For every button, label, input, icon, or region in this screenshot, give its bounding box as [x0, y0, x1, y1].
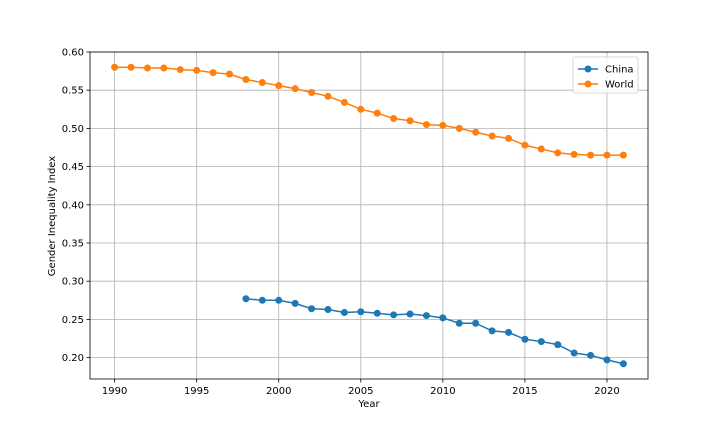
x-tick-label: 2005 [348, 386, 373, 397]
data-point-china [505, 328, 512, 336]
data-point-world [455, 124, 463, 132]
data-point-world [275, 82, 283, 90]
data-point-china [422, 312, 430, 320]
data-point-world [505, 134, 512, 142]
data-point-world [324, 92, 332, 100]
data-point-china [570, 349, 578, 357]
y-tick-label: 0.20 [62, 353, 84, 364]
data-point-world [176, 66, 184, 74]
y-axis-ticks: 0.20 0.25 0.30 0.35 0.40 0.45 0.50 0.55 0.60 [62, 48, 90, 364]
data-point-china [537, 338, 545, 346]
series-china [242, 295, 627, 368]
data-point-china [340, 309, 348, 317]
data-point-world [127, 63, 135, 71]
data-point-world [587, 151, 595, 159]
legend-item-world: World [578, 80, 634, 91]
y-tick-label: 0.60 [62, 48, 84, 59]
data-point-world [422, 121, 430, 129]
data-point-world [619, 151, 627, 159]
data-point-world [242, 76, 250, 84]
y-tick-label: 0.40 [62, 200, 84, 211]
data-point-china [308, 305, 316, 313]
data-point-world [472, 128, 480, 136]
data-point-china [587, 351, 595, 359]
y-tick-label: 0.30 [62, 277, 84, 288]
data-point-china [488, 327, 496, 335]
legend-label: China [605, 65, 634, 76]
data-point-china [357, 308, 365, 316]
series-world [111, 63, 627, 159]
data-point-world [603, 151, 611, 159]
data-point-china [521, 335, 529, 343]
legend: China World [572, 56, 639, 94]
data-point-china [619, 360, 627, 368]
data-point-world [111, 63, 119, 71]
data-point-world [537, 145, 545, 153]
series-group [111, 63, 627, 368]
data-point-world [554, 149, 562, 157]
data-point-world [390, 114, 398, 122]
legend-swatch-marker [584, 80, 592, 88]
x-tick-label: 1995 [184, 386, 209, 397]
data-point-world [143, 64, 151, 72]
data-point-china [324, 305, 332, 313]
y-tick-label: 0.45 [62, 162, 84, 173]
data-point-world [308, 88, 316, 96]
data-point-china [455, 319, 463, 327]
data-point-china [439, 314, 447, 322]
y-tick-label: 0.50 [62, 124, 84, 135]
data-point-china [242, 295, 250, 303]
y-tick-label: 0.25 [62, 315, 84, 326]
data-point-world [291, 85, 299, 93]
data-point-china [390, 311, 398, 319]
data-point-china [291, 299, 299, 307]
grid-lines [90, 51, 648, 379]
data-point-world [439, 121, 447, 129]
data-point-world [570, 150, 578, 158]
x-axis-title: Year [357, 399, 380, 410]
x-tick-label: 1990 [102, 386, 127, 397]
data-point-world [160, 64, 168, 72]
x-tick-label: 2010 [430, 386, 455, 397]
data-point-china [258, 296, 266, 304]
y-axis-title: Gender Inequality Index [47, 156, 58, 276]
data-point-world [406, 117, 414, 125]
legend-label: World [605, 80, 634, 91]
data-point-world [373, 109, 381, 117]
x-tick-label: 2020 [594, 386, 619, 397]
data-point-world [340, 98, 348, 106]
x-axis-ticks: 1990 1995 2000 2005 2010 2015 2020 [102, 379, 620, 397]
data-point-china [373, 309, 381, 317]
x-tick-label: 2000 [266, 386, 291, 397]
data-point-world [357, 105, 365, 113]
data-point-china [406, 310, 414, 318]
y-tick-label: 0.35 [62, 239, 84, 250]
data-point-china [472, 319, 480, 327]
data-point-china [554, 341, 562, 349]
legend-item-china: China [578, 65, 634, 76]
data-point-world [258, 79, 266, 87]
y-tick-label: 0.55 [62, 86, 84, 97]
data-point-world [521, 141, 529, 149]
legend-swatch-marker [584, 65, 592, 73]
data-point-world [209, 69, 217, 77]
data-point-world [488, 132, 496, 140]
data-point-world [226, 70, 233, 78]
data-point-world [193, 66, 201, 74]
data-point-china [603, 356, 611, 364]
plot-area-frame [89, 51, 649, 380]
x-tick-label: 2015 [512, 386, 537, 397]
data-point-china [275, 296, 283, 304]
